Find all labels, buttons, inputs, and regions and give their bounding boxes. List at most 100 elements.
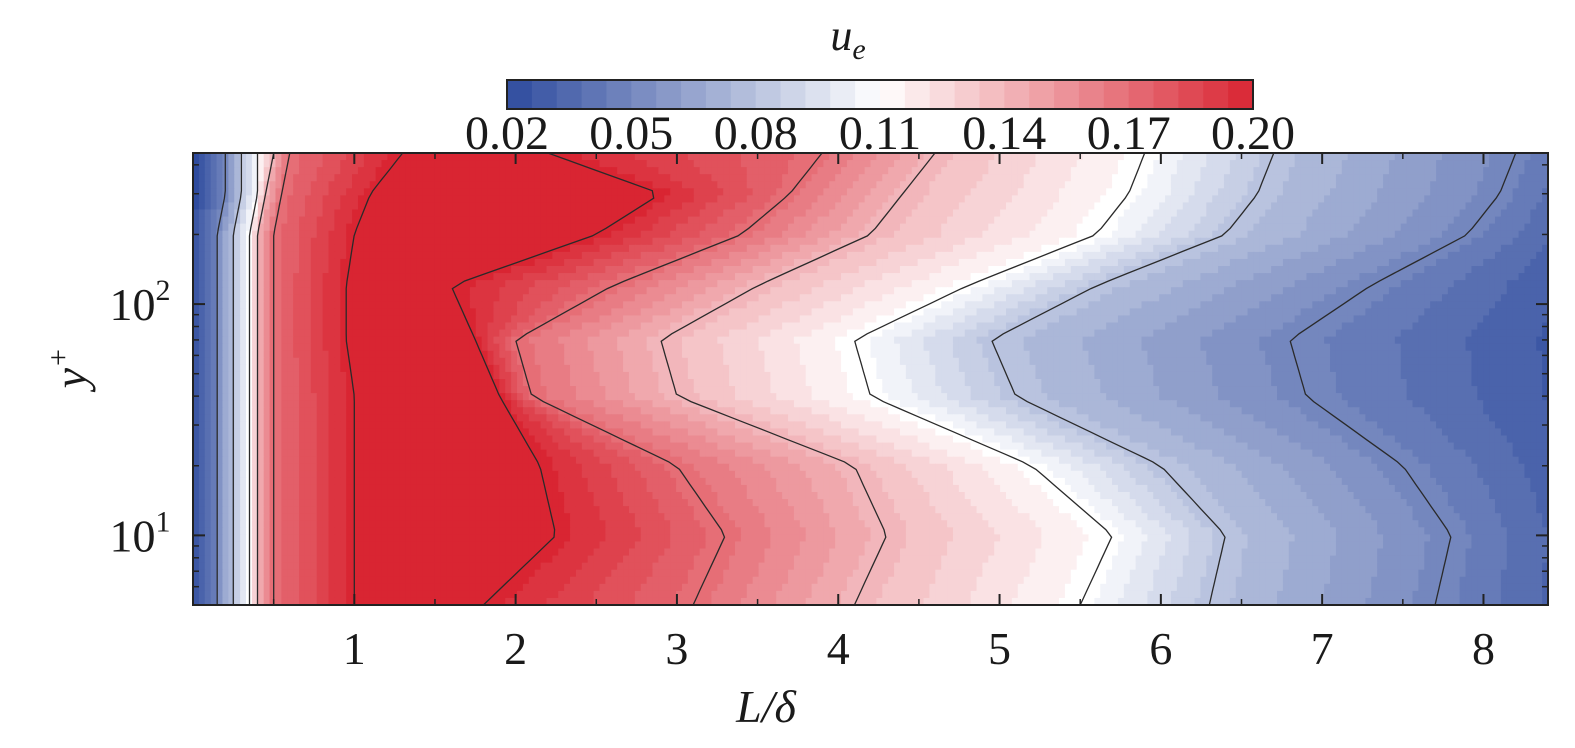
heatmap-cell — [805, 251, 813, 260]
heatmap-cell — [1453, 273, 1461, 281]
heatmap-cell — [1430, 167, 1437, 175]
heatmap-cell — [811, 202, 819, 211]
heatmap-cell — [758, 188, 766, 197]
heatmap-cell — [1271, 160, 1278, 168]
heatmap-cell — [817, 287, 825, 295]
heatmap-cell — [1059, 294, 1066, 303]
heatmap-cell — [1494, 167, 1502, 175]
heatmap-cell — [799, 153, 807, 161]
heatmap-cell — [1512, 237, 1520, 246]
heatmap-cell — [352, 251, 359, 260]
heatmap-cell — [393, 244, 400, 253]
heatmap-cell — [899, 202, 907, 211]
heatmap-cell — [846, 244, 854, 253]
heatmap-cell — [1500, 244, 1508, 253]
heatmap-cell — [982, 258, 990, 267]
heatmap-cell — [882, 280, 889, 288]
heatmap-cell — [870, 301, 878, 310]
heatmap-cell — [440, 174, 448, 182]
heatmap-cell — [322, 153, 330, 161]
heatmap-cell — [1106, 230, 1113, 239]
heatmap-cell — [1182, 209, 1190, 218]
heatmap-cell — [1371, 223, 1378, 232]
heatmap-cell — [564, 251, 571, 260]
heatmap-cell — [387, 153, 394, 161]
heatmap-cell — [905, 202, 913, 211]
heatmap-cell — [587, 273, 595, 281]
heatmap-cell — [410, 294, 418, 303]
heatmap-cell — [1436, 181, 1443, 190]
heatmap-cell — [234, 188, 241, 197]
heatmap-cell — [628, 181, 636, 190]
heatmap-cell — [970, 294, 978, 303]
heatmap-cell — [1359, 181, 1367, 190]
heatmap-cell — [204, 202, 212, 211]
heatmap-cell — [587, 223, 595, 232]
heatmap-cell — [1206, 287, 1213, 295]
heatmap-cell — [917, 251, 925, 260]
heatmap-cell — [705, 237, 713, 246]
heatmap-cell — [846, 280, 854, 288]
heatmap-cell — [870, 258, 878, 267]
heatmap-cell — [1371, 287, 1378, 295]
heatmap-cell — [1100, 223, 1107, 232]
heatmap-cell — [340, 174, 347, 182]
heatmap-cell — [204, 153, 212, 161]
heatmap-cell — [1436, 209, 1443, 218]
heatmap-cell — [617, 188, 624, 197]
heatmap-cell — [1512, 202, 1520, 211]
heatmap-cell — [546, 273, 554, 281]
heatmap-cell — [1141, 195, 1149, 204]
heatmap-cell — [1518, 160, 1526, 168]
heatmap-cell — [717, 237, 724, 246]
heatmap-cell — [634, 287, 642, 295]
heatmap-cell — [1017, 153, 1025, 161]
heatmap-cell — [281, 160, 288, 168]
heatmap-cell — [1017, 294, 1025, 303]
heatmap-cell — [1011, 160, 1019, 168]
heatmap-cell — [1094, 181, 1101, 190]
heatmap-cell — [717, 153, 724, 161]
heatmap-cell — [1076, 294, 1084, 303]
heatmap-cell — [729, 202, 736, 211]
heatmap-cell — [375, 244, 383, 253]
heatmap-cell — [776, 244, 783, 253]
heatmap-cell — [1288, 181, 1296, 190]
heatmap-cell — [805, 216, 813, 225]
heatmap-cell — [1453, 188, 1461, 197]
heatmap-cell — [1542, 209, 1548, 218]
heatmap-cell — [564, 287, 571, 295]
heatmap-cell — [422, 301, 430, 310]
heatmap-cell — [1388, 251, 1396, 260]
heatmap-cell — [1076, 209, 1084, 218]
heatmap-cell — [1441, 174, 1449, 182]
heatmap-cell — [858, 209, 866, 218]
heatmap-cell — [970, 202, 978, 211]
heatmap-cell — [375, 181, 383, 190]
heatmap-cell — [670, 294, 677, 303]
heatmap-cell — [587, 160, 595, 168]
heatmap-cell — [458, 167, 465, 175]
heatmap-cell — [546, 266, 554, 274]
heatmap-cell — [1188, 273, 1196, 281]
heatmap-cell — [841, 223, 848, 232]
heatmap-cell — [570, 294, 577, 303]
heatmap-cell — [434, 258, 442, 267]
heatmap-cell — [917, 230, 925, 239]
heatmap-cell — [1265, 266, 1272, 274]
heatmap-cell — [257, 251, 265, 260]
heatmap-cell — [587, 181, 595, 190]
heatmap-cell — [793, 188, 801, 197]
heatmap-cell — [1112, 188, 1119, 197]
heatmap-cell — [952, 244, 960, 253]
heatmap-cell — [458, 230, 465, 239]
colorbar-frame — [506, 79, 1254, 110]
heatmap-cell — [1235, 230, 1243, 239]
heatmap-cell — [652, 273, 660, 281]
heatmap-cell — [593, 188, 601, 197]
heatmap-cell — [1471, 202, 1478, 211]
heatmap-cell — [687, 230, 695, 239]
heatmap-cell — [1330, 244, 1337, 253]
heatmap-cell — [281, 181, 288, 190]
heatmap-cell — [899, 251, 907, 260]
